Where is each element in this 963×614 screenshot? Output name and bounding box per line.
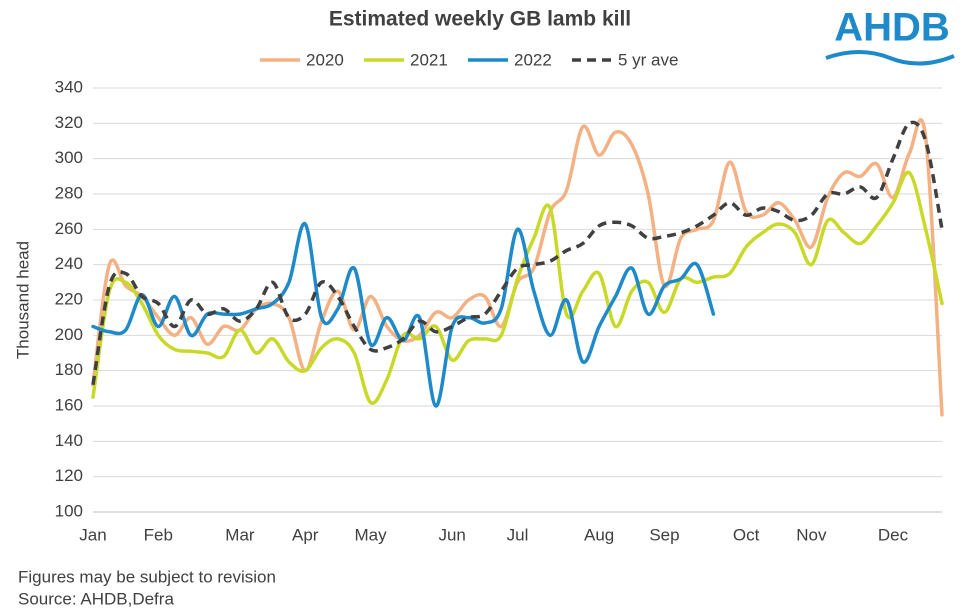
y-tick-label: 180 (55, 360, 83, 379)
logo: AHDB (834, 6, 950, 50)
y-axis-label: Thousand head (13, 241, 32, 359)
logo-wave (825, 50, 955, 66)
footnote: Figures may be subject to revision (18, 567, 276, 586)
y-tick-label: 320 (55, 113, 83, 132)
x-tick-label: Apr (292, 525, 319, 544)
x-tick-label: Jan (79, 525, 106, 544)
footnote: Source: AHDB,Defra (18, 589, 174, 608)
y-tick-label: 160 (55, 395, 83, 414)
x-tick-label: Nov (796, 525, 827, 544)
legend-label: 2020 (306, 50, 344, 69)
y-tick-label: 280 (55, 183, 83, 202)
line-series (91, 120, 944, 386)
x-tick-label: Sep (649, 525, 679, 544)
x-tick-label: May (354, 525, 387, 544)
y-tick-label: 260 (55, 219, 83, 238)
x-tick-label: Oct (733, 525, 760, 544)
y-tick-label: 140 (55, 431, 83, 450)
legend-label: 5 yr ave (618, 50, 678, 69)
chart-title: Estimated weekly GB lamb kill (329, 8, 631, 31)
y-tick-label: 340 (55, 77, 83, 96)
x-tick-label: Jun (438, 525, 465, 544)
x-tick-label: Dec (878, 525, 909, 544)
legend-label: 2022 (514, 50, 552, 69)
line-series (91, 170, 944, 405)
y-tick-label: 120 (55, 466, 83, 485)
legend-label: 2021 (410, 50, 448, 69)
y-tick-label: 100 (55, 501, 83, 520)
y-tick-label: 300 (55, 148, 83, 167)
y-tick-label: 220 (55, 289, 83, 308)
y-tick-label: 200 (55, 325, 83, 344)
x-tick-label: Aug (584, 525, 614, 544)
y-tick-label: 240 (55, 254, 83, 273)
x-tick-label: Feb (144, 525, 173, 544)
x-tick-label: Mar (225, 525, 255, 544)
x-tick-label: Jul (507, 525, 529, 544)
